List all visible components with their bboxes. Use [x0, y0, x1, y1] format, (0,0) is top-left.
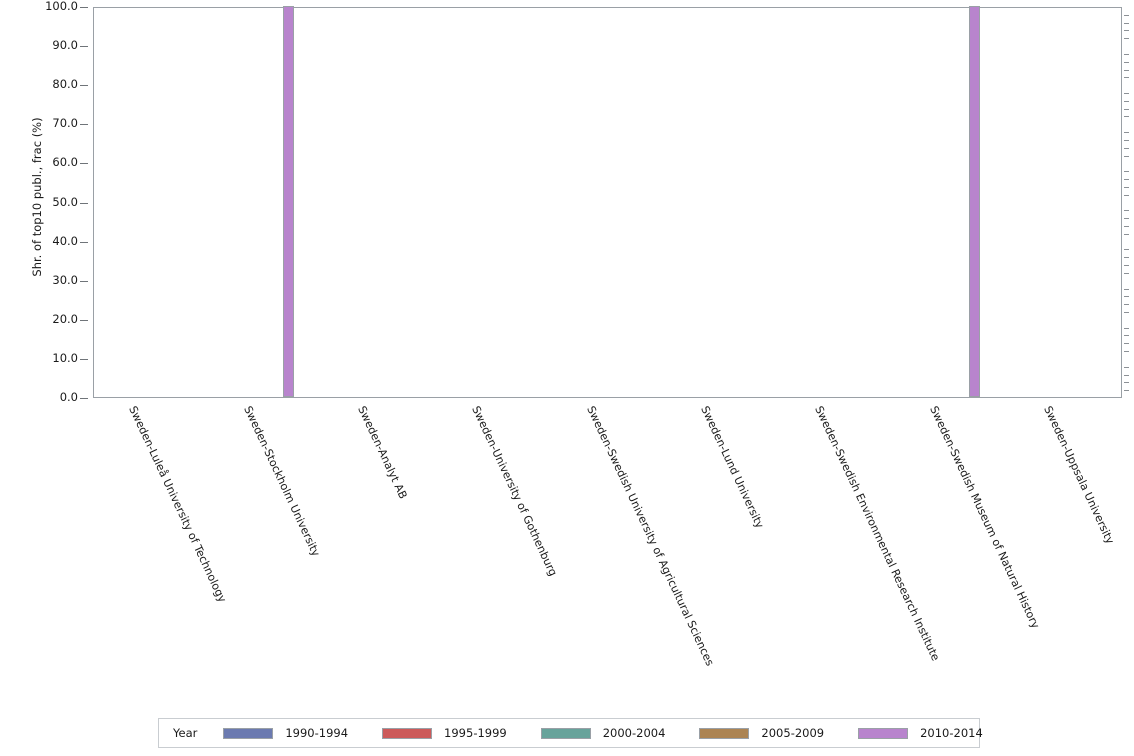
y-tick-mark	[80, 124, 88, 126]
y-tick-minor	[1124, 100, 1129, 102]
y-tick-minor	[1124, 390, 1129, 392]
y-tick-minor	[1124, 194, 1129, 196]
y-tick-minor	[1124, 77, 1129, 79]
y-tick-minor	[1124, 132, 1129, 134]
legend-entry[interactable]: 2000-2004	[540, 726, 666, 740]
x-tick-label: Sweden-Lund University	[698, 404, 767, 531]
y-tick-minor	[1124, 382, 1129, 384]
y-tick-label: 50.0	[52, 194, 78, 209]
y-tick-minor	[1124, 139, 1129, 141]
legend-swatch	[382, 727, 433, 739]
y-tick-minor	[1124, 69, 1129, 71]
legend-swatch	[540, 727, 591, 739]
y-tick-mark	[80, 358, 88, 360]
y-tick-minor	[1124, 257, 1129, 259]
legend-label: 1990-1994	[285, 726, 349, 740]
x-tick-label: Sweden-Luleå University of Technology	[126, 404, 230, 605]
y-tick-minor	[1124, 225, 1129, 227]
y-tick-label: 100.0	[45, 0, 78, 13]
y-tick-label: 70.0	[52, 116, 78, 131]
y-tick-mark	[80, 85, 88, 87]
y-tick-mark	[80, 319, 88, 321]
legend-label: 2000-2004	[602, 726, 666, 740]
y-tick-mark	[80, 46, 88, 48]
x-tick-label: Sweden-Swedish University of Agricultura…	[583, 404, 717, 668]
y-tick-minor	[1124, 22, 1129, 24]
x-tick-label: Sweden-University of Gothenburg	[469, 404, 560, 579]
legend-label: 2005-2009	[761, 726, 825, 740]
y-tick-label: 20.0	[52, 311, 78, 326]
y-tick-minor	[1124, 288, 1129, 290]
y-tick-minor	[1124, 265, 1129, 267]
y-tick-minor	[1124, 218, 1129, 220]
x-tick-label: Sweden-Swedish Museum of Natural History	[926, 404, 1042, 631]
y-tick-minor	[1124, 186, 1129, 188]
y-tick-label: 80.0	[52, 77, 78, 92]
y-tick-minor	[1124, 38, 1129, 40]
y-tick-minor	[1124, 304, 1129, 306]
y-tick-minor	[1124, 296, 1129, 298]
y-tick-minor	[1124, 366, 1129, 368]
y-tick-minor	[1124, 155, 1129, 157]
y-tick-minor	[1124, 53, 1129, 55]
y-tick-minor	[1124, 335, 1129, 337]
y-tick-minor	[1124, 108, 1129, 110]
y-tick-label: 40.0	[52, 233, 78, 248]
legend-swatch	[858, 727, 909, 739]
y-tick-minor	[1124, 14, 1129, 16]
y-tick-mark	[80, 7, 88, 8]
y-tick-minor	[1124, 61, 1129, 63]
legend-entries: 1990-1994 1995-1999 2000-2004 2005-2009 2010…	[223, 726, 1016, 740]
y-tick-minor	[1124, 327, 1129, 329]
chart-legend: Year 1990-1994 1995-1999 2000-2004 2005-200…	[158, 718, 983, 748]
y-tick-mark	[80, 280, 88, 282]
x-tick-label: Sweden-Uppsala University	[1041, 404, 1117, 547]
legend-label: 2010-2014	[920, 726, 983, 740]
y-axis-title: Shr. of top10 publ., frac (%)	[30, 117, 44, 277]
legend-entry[interactable]: 1990-1994	[223, 726, 348, 740]
plot-area	[93, 6, 1122, 398]
legend-title: Year	[173, 726, 198, 740]
y-tick-mark	[80, 241, 88, 243]
y-tick-minor	[1124, 233, 1129, 235]
y-tick-minor	[1124, 311, 1129, 313]
x-tick-label: Sweden-Analyt AB	[355, 404, 410, 501]
x-tick-label: Sweden-Stockholm University	[240, 404, 322, 559]
y-tick-mark	[80, 398, 88, 399]
y-tick-minor	[1124, 343, 1129, 345]
legend-swatch	[223, 727, 274, 739]
y-tick-minor	[1124, 351, 1129, 353]
legend-entry[interactable]: 1995-1999	[382, 726, 507, 740]
y-tick-label: 90.0	[52, 38, 78, 53]
y-tick-mark	[80, 163, 88, 165]
y-tick-minor	[1124, 116, 1129, 118]
bar	[968, 6, 981, 397]
y-tick-minor	[1124, 30, 1129, 32]
legend-label: 1995-1999	[444, 726, 507, 740]
y-tick-label: 10.0	[52, 350, 78, 365]
y-tick-minor	[1124, 93, 1129, 95]
y-tick-minor	[1124, 272, 1129, 274]
y-tick-minor	[1124, 249, 1129, 251]
legend-entry[interactable]: 2005-2009	[699, 726, 824, 740]
y-tick-minor	[1124, 147, 1129, 149]
x-tick-label: Sweden-Swedish Environmental Research In…	[812, 404, 943, 663]
y-tick-mark	[80, 202, 88, 204]
y-tick-label: 0.0	[59, 390, 78, 404]
y-tick-label: 60.0	[52, 155, 78, 170]
y-tick-minor	[1124, 171, 1129, 173]
legend-swatch	[699, 727, 750, 739]
legend-entry[interactable]: 2010-2014	[858, 726, 983, 740]
y-tick-label: 30.0	[52, 272, 78, 287]
bar	[282, 6, 295, 397]
y-tick-minor	[1124, 210, 1129, 212]
y-tick-minor	[1124, 374, 1129, 376]
y-tick-minor	[1124, 179, 1129, 181]
